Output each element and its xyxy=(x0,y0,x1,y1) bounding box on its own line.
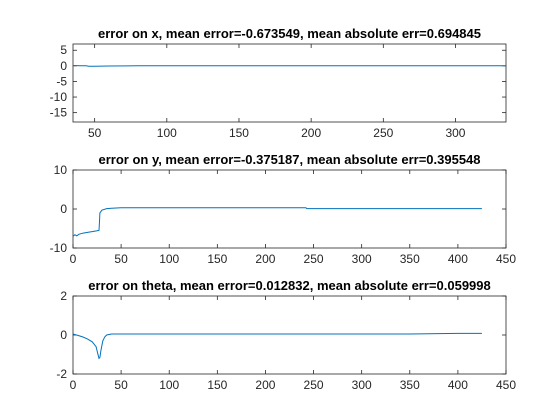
chart-title: error on y, mean error=-0.375187, mean a… xyxy=(98,152,480,167)
chart-title: error on theta, mean error=0.012832, mea… xyxy=(88,278,491,293)
x-tick-label: 0 xyxy=(70,378,77,392)
x-tick-label: 450 xyxy=(496,252,516,266)
x-tick-label: 50 xyxy=(88,126,102,140)
x-tick-label: 350 xyxy=(400,252,420,266)
x-tick-label: 300 xyxy=(352,252,372,266)
series-line-1 xyxy=(72,65,506,67)
x-tick-label: 0 xyxy=(70,252,77,266)
y-tick-label: -5 xyxy=(56,74,67,88)
subplot-3: error on theta, mean error=0.012832, mea… xyxy=(56,278,516,392)
axes-box xyxy=(72,43,507,123)
y-tick-label: 10 xyxy=(54,163,68,177)
x-tick-label: 100 xyxy=(159,378,179,392)
y-tick-label: -10 xyxy=(50,90,68,104)
x-tick-label: 300 xyxy=(445,126,465,140)
x-tick-label: 150 xyxy=(229,126,249,140)
y-tick-label: 5 xyxy=(60,43,67,57)
x-tick-label: 150 xyxy=(207,252,227,266)
y-tick-label: 0 xyxy=(60,328,67,342)
x-tick-label: 100 xyxy=(159,252,179,266)
x-tick-label: 200 xyxy=(255,252,275,266)
subplot-1: error on x, mean error=-0.673549, mean a… xyxy=(50,26,507,140)
subplot-2: error on y, mean error=-0.375187, mean a… xyxy=(50,152,517,266)
axes-box xyxy=(72,295,507,375)
chart-title: error on x, mean error=-0.673549, mean a… xyxy=(98,26,481,41)
y-tick-label: -15 xyxy=(50,106,68,120)
x-tick-label: 250 xyxy=(373,126,393,140)
x-tick-label: 150 xyxy=(207,378,227,392)
y-tick-label: 0 xyxy=(60,202,67,216)
x-tick-label: 350 xyxy=(400,378,420,392)
x-tick-label: 200 xyxy=(301,126,321,140)
x-tick-label: 400 xyxy=(448,378,468,392)
x-tick-label: 300 xyxy=(352,378,372,392)
x-tick-label: 450 xyxy=(496,378,516,392)
x-tick-label: 100 xyxy=(157,126,177,140)
y-tick-label: 2 xyxy=(60,289,67,303)
x-tick-label: 250 xyxy=(304,252,324,266)
series-line-1 xyxy=(72,332,482,360)
y-tick-label: 0 xyxy=(60,59,67,73)
x-tick-label: 400 xyxy=(448,252,468,266)
y-tick-label: -10 xyxy=(50,241,68,255)
x-tick-label: 200 xyxy=(255,378,275,392)
y-tick-label: -2 xyxy=(56,367,67,381)
x-tick-label: 50 xyxy=(114,378,128,392)
x-tick-label: 50 xyxy=(114,252,128,266)
x-tick-label: 250 xyxy=(304,378,324,392)
series-line-1 xyxy=(72,207,482,237)
